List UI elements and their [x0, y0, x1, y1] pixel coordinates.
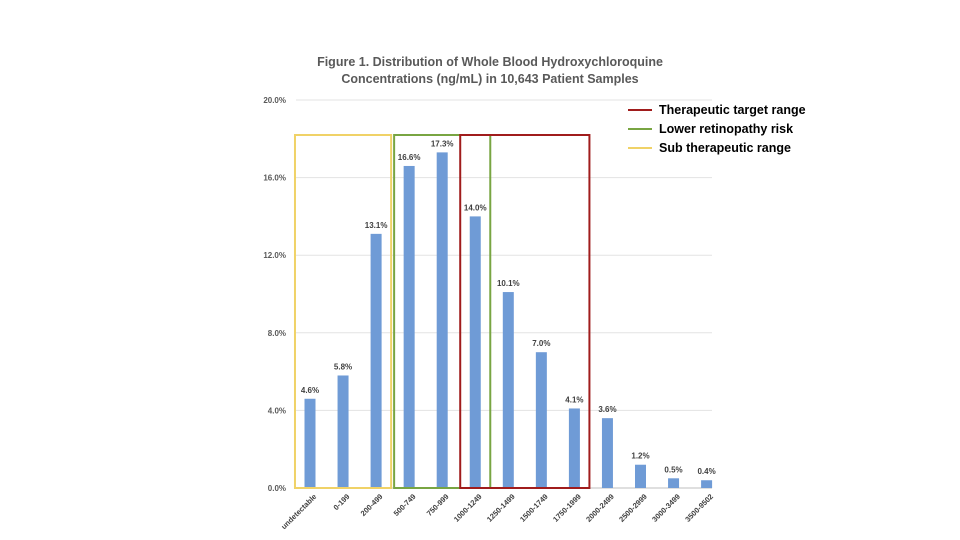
x-tick-label: 1000-1249 [452, 492, 484, 524]
bar-value-label: 1.2% [631, 452, 649, 461]
x-tick-label: 0-199 [332, 492, 352, 512]
chart-title-line-2: Concentrations (ng/mL) in 10,643 Patient… [341, 72, 639, 86]
bars [304, 152, 713, 488]
y-axis-ticks: 0.0% 4.0% 8.0% 12.0% 16.0% 20.0% [263, 96, 286, 493]
y-tick-label: 12.0% [263, 251, 286, 260]
bar-value-label: 17.3% [431, 139, 454, 148]
bar [436, 152, 448, 488]
range-box [293, 134, 393, 489]
bar [601, 418, 613, 488]
legend-swatch-therapeutic [628, 108, 652, 111]
bar-value-label: 13.1% [365, 221, 388, 230]
bar-value-label: 0.4% [697, 467, 715, 476]
chart-title-line-1: Figure 1. Distribution of Whole Blood Hy… [317, 55, 663, 69]
y-tick-label: 0.0% [268, 484, 286, 493]
bar [337, 375, 349, 488]
bar-value-label: 10.1% [497, 279, 520, 288]
bar [668, 478, 680, 488]
x-tick-label: 500-749 [392, 492, 418, 518]
x-tick-label: 750-999 [425, 492, 451, 518]
bar [304, 398, 316, 488]
bar-value-label: 0.5% [664, 465, 682, 474]
x-tick-label: 1750-1999 [551, 492, 583, 524]
bar-value-label: 14.0% [464, 203, 487, 212]
legend-swatch-retinopathy [628, 127, 652, 130]
x-tick-label: 2500-2999 [617, 492, 649, 524]
y-tick-label: 8.0% [268, 329, 286, 338]
bar [469, 216, 481, 488]
x-tick-label: 200-499 [359, 492, 385, 518]
legend-swatch-subtherapeutic [628, 146, 652, 149]
chart-title: Figure 1. Distribution of Whole Blood Hy… [260, 54, 720, 88]
bar [635, 464, 646, 488]
bar [370, 233, 382, 488]
legend-item-subtherapeutic: Sub therapeutic range [628, 138, 806, 157]
range-boxes [293, 134, 591, 489]
x-tick-label: 2000-2499 [584, 492, 616, 524]
bar-value-label: 7.0% [532, 339, 550, 348]
x-tick-label: 1250-1499 [485, 492, 517, 524]
legend-item-therapeutic: Therapeutic target range [628, 100, 806, 119]
bar [535, 352, 547, 488]
bar-value-label: 4.1% [565, 395, 583, 404]
bar [502, 292, 514, 488]
data-labels: 4.6% 5.8% 13.1% 16.6% 17.3% 14.0% 10.1% 7.0% 4.1… [301, 139, 716, 476]
bar-value-label: 4.6% [301, 386, 319, 395]
legend-label-subtherapeutic: Sub therapeutic range [659, 140, 791, 155]
legend-item-retinopathy: Lower retinopathy risk [628, 119, 806, 138]
bar-value-label: 3.6% [598, 405, 616, 414]
y-tick-label: 20.0% [263, 96, 286, 105]
chart-legend: Therapeutic target range Lower retinopat… [628, 100, 806, 157]
x-tick-label: 3000-3499 [650, 492, 682, 524]
y-tick-label: 16.0% [263, 174, 286, 183]
bar-value-label: 5.8% [334, 362, 352, 371]
y-tick-label: 4.0% [268, 406, 286, 415]
x-tick-label: undetectable [279, 492, 318, 531]
x-tick-label: 1500-1749 [518, 492, 550, 524]
bar-value-label: 16.6% [398, 153, 421, 162]
legend-label-retinopathy: Lower retinopathy risk [659, 121, 794, 136]
bar [701, 480, 713, 488]
legend-label-therapeutic: Therapeutic target range [659, 102, 806, 117]
x-axis-ticks: undetectable 0-199 200-499 500-749 750-999 10… [279, 492, 715, 531]
range-box [459, 134, 591, 489]
x-tick-label: 3500-9502 [683, 492, 715, 524]
range-box [393, 134, 492, 489]
bar [568, 408, 580, 488]
bar [403, 165, 415, 488]
